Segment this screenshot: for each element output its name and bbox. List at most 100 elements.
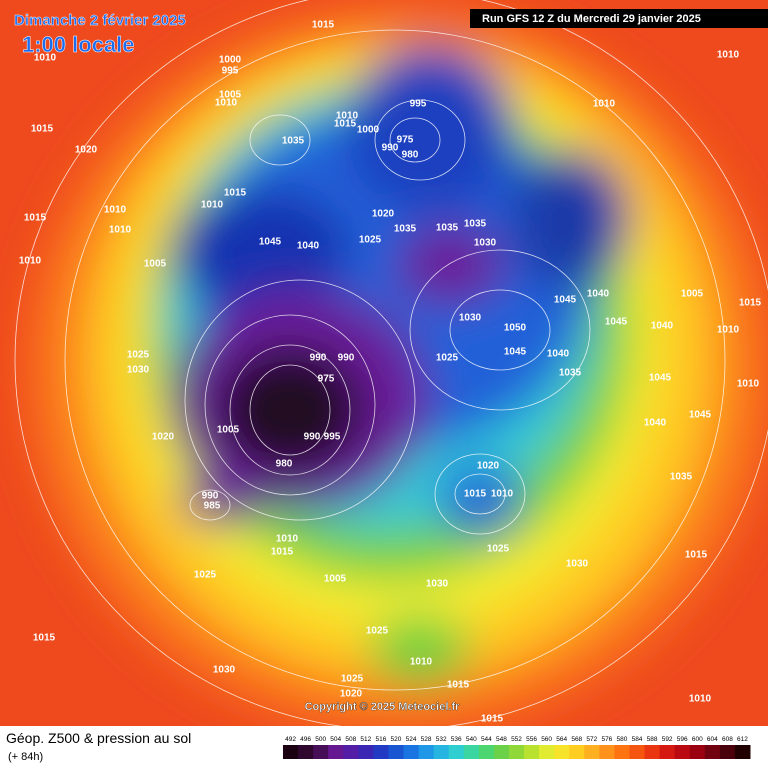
isobar-label: 1005 xyxy=(324,574,347,585)
legend-tick-label: 556 xyxy=(526,736,537,743)
isobar-label: 1010 xyxy=(34,53,57,64)
isobar-label: 1010 xyxy=(276,534,299,545)
legend-tick-label: 500 xyxy=(315,736,326,743)
legend-swatch xyxy=(373,745,389,759)
isobar-label: 1010 xyxy=(109,225,132,236)
isobar-label: 1035 xyxy=(464,219,487,230)
isobar-label: 1015 xyxy=(224,188,247,199)
isobar-label: 1015 xyxy=(33,633,56,644)
isobar-label: 1035 xyxy=(436,223,459,234)
run-text: Run GFS 12 Z du Mercredi 29 janvier 2025 xyxy=(482,13,701,25)
isobar-label: 1045 xyxy=(504,347,527,358)
time-title: 1:00 locale xyxy=(22,32,135,57)
isobar-label: 1015 xyxy=(334,119,357,130)
legend-tick-label: 548 xyxy=(496,736,507,743)
isobar-label: 1035 xyxy=(394,224,417,235)
isobar-label: 1010 xyxy=(19,256,42,267)
isobar-label: 1025 xyxy=(341,674,364,685)
isobar-label: 1045 xyxy=(649,373,672,384)
legend-tick-label: 496 xyxy=(300,736,311,743)
legend-tick-label: 592 xyxy=(662,736,673,743)
isobar-label: 1005 xyxy=(219,90,242,101)
legend-swatch xyxy=(343,745,359,759)
isobar-label: 1040 xyxy=(644,418,667,429)
legend-swatch xyxy=(463,745,480,759)
legend-tick-label: 532 xyxy=(436,736,447,743)
isobar-label: 1015 xyxy=(24,213,47,224)
isobars xyxy=(14,0,768,726)
legend-swatch xyxy=(298,745,314,759)
isobar-label: 1010 xyxy=(215,98,238,109)
legend-swatch xyxy=(478,745,495,759)
isobar-label: 1025 xyxy=(366,626,389,637)
legend-swatch xyxy=(569,745,585,759)
isobar-label: 1015 xyxy=(685,550,708,561)
legend-swatch xyxy=(599,745,615,759)
run-banner xyxy=(470,9,768,28)
isobar-label: 1000 xyxy=(219,55,242,66)
isobar-label: 1005 xyxy=(217,425,240,436)
isobar-label: 1030 xyxy=(213,665,236,676)
isobar-label: 1010 xyxy=(410,657,433,668)
legend-swatch xyxy=(719,745,736,759)
isobar-label: 990 xyxy=(202,491,219,502)
legend-swatch xyxy=(629,745,646,759)
isobar-label: 1010 xyxy=(201,200,224,211)
isobar-label: 1045 xyxy=(689,410,712,421)
isobar-label: 1040 xyxy=(297,241,320,252)
legend-swatch xyxy=(734,745,751,759)
isobar-label: 1035 xyxy=(670,472,693,483)
isobar-label: 1050 xyxy=(504,323,527,334)
legend-tick-label: 512 xyxy=(360,736,371,743)
legend-swatch xyxy=(508,745,525,759)
isobar-label: 1040 xyxy=(547,349,570,360)
legend-tick-label: 596 xyxy=(677,736,688,743)
isobar-label: 1000 xyxy=(357,125,380,136)
footer-title: Géop. Z500 & pression au sol xyxy=(6,730,191,746)
legend: 492 496 500 504 508 512 516 520 524 528 532 536 540 5… xyxy=(283,736,751,759)
legend-tick-label: 552 xyxy=(511,736,522,743)
isobar-label: 985 xyxy=(204,501,221,512)
legend-tick-label: 560 xyxy=(541,736,552,743)
isobar-label: 975 xyxy=(318,374,335,385)
isobar-label: 1020 xyxy=(340,689,363,700)
legend-tick-label: 600 xyxy=(692,736,703,743)
isobar-label: 1020 xyxy=(372,209,395,220)
legend-swatch xyxy=(283,745,299,759)
isobar-label: 1010 xyxy=(737,379,760,390)
isobar-label: 1020 xyxy=(75,145,98,156)
isobar-label: 1005 xyxy=(681,289,704,300)
legend-swatch xyxy=(689,745,706,759)
isobar-label: 1010 xyxy=(104,205,127,216)
isobar-label: 1025 xyxy=(127,350,150,361)
isobar-label: 995 xyxy=(410,99,427,110)
legend-tick-label: 604 xyxy=(707,736,718,743)
legend-swatch xyxy=(493,745,510,759)
legend-swatch xyxy=(403,745,420,759)
isobar-label: 990 xyxy=(310,353,327,364)
isobar-label: 1030 xyxy=(127,365,150,376)
isobar-label: 1010 xyxy=(593,99,616,110)
legend-tick-label: 568 xyxy=(571,736,582,743)
isobar-label: 1015 xyxy=(739,298,762,309)
isobar-label: 1030 xyxy=(566,559,589,570)
legend-tick-label: 612 xyxy=(737,736,748,743)
legend-tick-label: 540 xyxy=(466,736,477,743)
isobar-label: 980 xyxy=(276,459,293,470)
date-title: Dimanche 2 février 2025 xyxy=(14,12,186,29)
isobar-label: 1040 xyxy=(587,289,610,300)
legend-tick-label: 576 xyxy=(601,736,612,743)
isobar-label: 1010 xyxy=(717,325,740,336)
isobar-label: 1035 xyxy=(282,136,305,147)
legend-swatch xyxy=(539,745,555,759)
legend-swatch xyxy=(674,745,691,759)
isobar-label: 1025 xyxy=(436,353,459,364)
footer-lead: (+ 84h) xyxy=(8,751,43,763)
legend-swatch xyxy=(584,745,600,759)
legend-swatch xyxy=(328,745,344,759)
isobar-label: 990 xyxy=(338,353,355,364)
isobar-label: 1010 xyxy=(336,111,359,122)
legend-swatch xyxy=(704,745,721,759)
